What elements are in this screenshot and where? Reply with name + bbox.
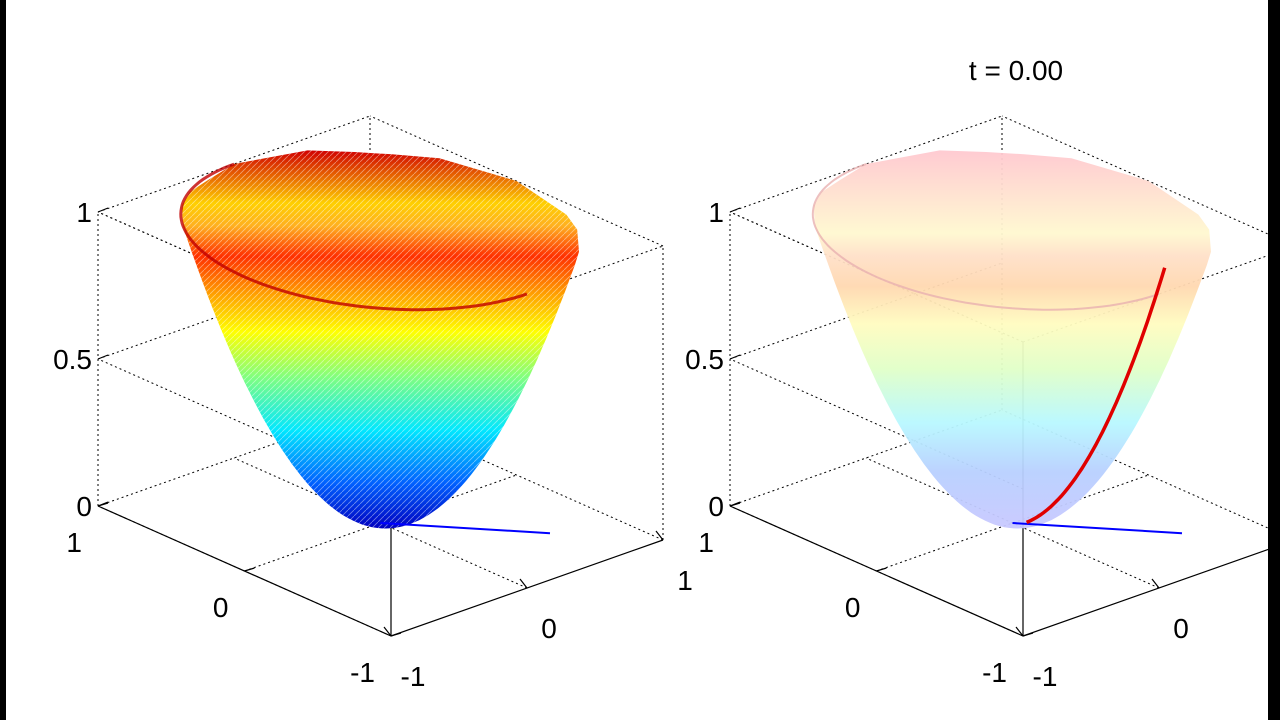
- z-tick: [729, 207, 741, 213]
- y-tick: [390, 632, 402, 637]
- y-tick-label: 1: [66, 527, 82, 558]
- z-tick-label: 0: [76, 491, 92, 522]
- surface-plot-left: 0 0.5 1 -1 0 1 -1 0 1: [53, 115, 693, 692]
- x-tick: [1151, 578, 1160, 589]
- y-tick: [1022, 632, 1034, 637]
- y-tick: [729, 502, 741, 507]
- figure-svg: 0 0.5 1 -1 0 1 -1 0 1 0 0.5 1 -1 0 1 -1 0 1 t = 0.00: [53, 55, 1268, 692]
- x-tick-label: -1: [1033, 661, 1058, 692]
- z-tick-label: 0: [708, 491, 724, 522]
- z-tick-label: 0.5: [685, 344, 724, 375]
- grid-line: [1022, 254, 1268, 343]
- y-tick-label: 0: [213, 592, 229, 623]
- z-tick: [729, 354, 741, 360]
- y-tick-label: -1: [350, 657, 375, 688]
- x-tick-label: -1: [401, 661, 426, 692]
- x-tick-label: 0: [541, 613, 557, 644]
- grid-line: [369, 409, 664, 541]
- x-tick-label: 0: [1173, 613, 1189, 644]
- grid-line: [1001, 409, 1268, 529]
- x-tick: [383, 626, 392, 637]
- grid-line: [729, 358, 1024, 490]
- grid-line: [97, 358, 392, 490]
- x-tick: [1015, 626, 1024, 637]
- chart-title: t = 0.00: [969, 55, 1063, 86]
- x-tick-label: 1: [677, 565, 693, 596]
- grid-line: [97, 115, 371, 213]
- y-tick: [876, 567, 887, 572]
- z-tick-label: 1: [708, 197, 724, 228]
- z-tick: [97, 354, 109, 360]
- z-tick-label: 1: [76, 197, 92, 228]
- y-tick: [244, 567, 255, 572]
- trajectory-curve: [1025, 267, 1167, 525]
- surface-rim: [811, 163, 1160, 311]
- figure-canvas: 0 0.5 1 -1 0 1 -1 0 1 0 0.5 1 -1 0 1 -1 0 1 t = 0.00: [6, 0, 1268, 720]
- z-tick-label: 0.5: [53, 344, 92, 375]
- grid-line: [876, 474, 1149, 572]
- grid-line: [729, 115, 1003, 213]
- y-tick: [97, 502, 109, 507]
- grid-line: [390, 245, 664, 343]
- y-tick-label: 0: [845, 592, 861, 623]
- surface-rim: [179, 162, 528, 312]
- x-axis: [1022, 548, 1268, 637]
- grid-line: [244, 474, 517, 572]
- z-tick: [97, 207, 109, 213]
- x-tick: [519, 578, 528, 589]
- y-tick-label: -1: [982, 657, 1007, 688]
- surface-mesh: [181, 150, 579, 529]
- floor-line: [1012, 522, 1183, 535]
- floor-line: [380, 522, 551, 535]
- y-tick-label: 1: [698, 527, 714, 558]
- paraboloid-surface: [813, 150, 1211, 529]
- x-tick: [655, 530, 664, 541]
